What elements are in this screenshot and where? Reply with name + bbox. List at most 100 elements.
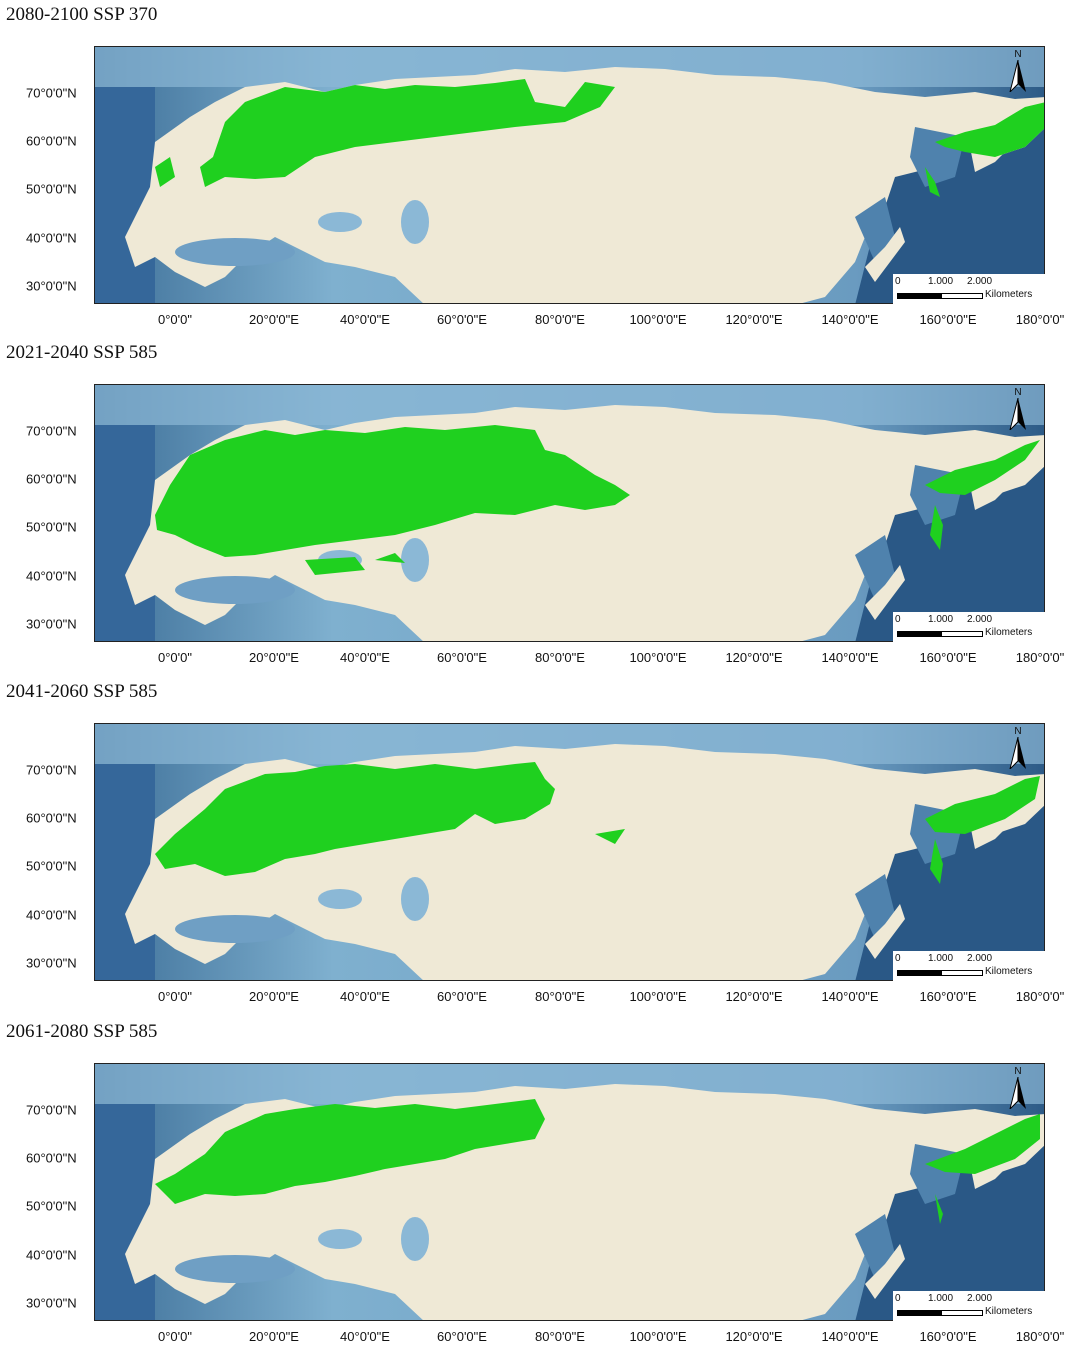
- scale-tick-0: 0: [895, 953, 901, 964]
- eurasia-map: [95, 385, 1044, 641]
- map-frame: [94, 1063, 1045, 1321]
- scale-tick-2: 2.000: [967, 614, 993, 625]
- lon-label: 40°0'0"E: [340, 650, 390, 665]
- lon-label: 160°0'0"E: [919, 650, 977, 665]
- north-letter: N: [1014, 387, 1022, 398]
- lon-label: 0°0'0": [158, 650, 192, 665]
- scale-tick-1: 1.000: [928, 614, 954, 625]
- eurasia-map: [95, 47, 1044, 303]
- japan: [865, 565, 905, 620]
- scale-segment-white: [941, 631, 983, 637]
- caspian-sea: [401, 538, 429, 582]
- sea-of-japan: [855, 1214, 895, 1279]
- lon-label: 80°0'0"E: [535, 1329, 585, 1344]
- lat-label: 30°0'0"N: [26, 955, 77, 971]
- lon-label: 0°0'0": [158, 989, 192, 1004]
- scale-bar: 0 1.000 2.000 Kilometers: [893, 951, 1045, 981]
- north-arrow: N: [1006, 727, 1030, 773]
- lon-label: 120°0'0"E: [725, 1329, 783, 1344]
- scale-segment-black: [897, 631, 941, 637]
- habitat-area: [155, 762, 1040, 884]
- scale-segment-white: [941, 293, 983, 299]
- lat-label: 40°0'0"N: [26, 1247, 77, 1263]
- panel-title: 2021-2040 SSP 585: [6, 342, 158, 363]
- north-arrow-icon: [1009, 397, 1026, 432]
- north-letter: N: [1014, 49, 1022, 60]
- lat-label: 30°0'0"N: [26, 616, 77, 632]
- scale-units: Kilometers: [985, 966, 1033, 977]
- lon-label: 80°0'0"E: [535, 989, 585, 1004]
- lon-label: 20°0'0"E: [249, 650, 299, 665]
- scale-units: Kilometers: [985, 1306, 1033, 1317]
- scale-segment-white: [941, 1310, 983, 1316]
- scale-tick-2: 2.000: [967, 276, 993, 287]
- lon-label: 0°0'0": [158, 1329, 192, 1344]
- caspian-sea: [401, 200, 429, 244]
- lon-label: 140°0'0"E: [821, 312, 879, 327]
- lat-label: 60°0'0"N: [26, 133, 77, 149]
- lon-label: 80°0'0"E: [535, 650, 585, 665]
- lon-label: 120°0'0"E: [725, 650, 783, 665]
- scale-units: Kilometers: [985, 627, 1033, 638]
- scale-tick-0: 0: [895, 1293, 901, 1304]
- scale-bar: 0 1.000 2.000 Kilometers: [893, 1291, 1045, 1321]
- scale-tick-1: 1.000: [928, 953, 954, 964]
- lon-label: 160°0'0"E: [919, 1329, 977, 1344]
- scale-segment-white: [941, 970, 983, 976]
- lon-label: 80°0'0"E: [535, 312, 585, 327]
- lon-label: 100°0'0"E: [629, 312, 687, 327]
- lat-label: 40°0'0"N: [26, 907, 77, 923]
- habitat-area: [155, 425, 1040, 575]
- sea-of-japan: [855, 535, 895, 600]
- lat-label: 70°0'0"N: [26, 762, 77, 778]
- scale-bar: 0 1.000 2.000 Kilometers: [893, 612, 1045, 642]
- japan: [865, 1244, 905, 1299]
- lon-label: 60°0'0"E: [437, 650, 487, 665]
- north-arrow-icon: [1009, 59, 1026, 94]
- north-letter: N: [1014, 726, 1022, 737]
- lat-label: 70°0'0"N: [26, 85, 77, 101]
- lat-label: 30°0'0"N: [26, 1295, 77, 1311]
- lon-label: 60°0'0"E: [437, 312, 487, 327]
- lat-label: 50°0'0"N: [26, 1198, 77, 1214]
- lon-label: 100°0'0"E: [629, 650, 687, 665]
- lon-label: 140°0'0"E: [821, 989, 879, 1004]
- habitat-area: [155, 1099, 1040, 1224]
- panel-title: 2080-2100 SSP 370: [6, 4, 158, 25]
- lon-label: 140°0'0"E: [821, 650, 879, 665]
- lon-label: 180°0'0": [1015, 650, 1065, 665]
- black-sea: [318, 889, 362, 909]
- map-panel-3: 2041-2060 SSP 585: [0, 677, 1084, 1015]
- mediterranean-sea: [175, 915, 295, 943]
- caspian-sea: [401, 877, 429, 921]
- scale-bar: 0 1.000 2.000 Kilometers: [893, 274, 1045, 304]
- north-arrow-icon: [1009, 736, 1026, 771]
- lat-label: 70°0'0"N: [26, 1102, 77, 1118]
- north-arrow: N: [1006, 1067, 1030, 1113]
- japan: [865, 227, 905, 282]
- panel-title: 2061-2080 SSP 585: [6, 1021, 158, 1042]
- lon-label: 20°0'0"E: [249, 989, 299, 1004]
- sea-of-japan: [855, 197, 895, 262]
- lon-label: 140°0'0"E: [821, 1329, 879, 1344]
- scale-tick-2: 2.000: [967, 953, 993, 964]
- map-frame: [94, 46, 1045, 304]
- scale-segment-black: [897, 1310, 941, 1316]
- panel-title: 2041-2060 SSP 585: [6, 681, 158, 702]
- lon-label: 20°0'0"E: [249, 1329, 299, 1344]
- lon-label: 60°0'0"E: [437, 1329, 487, 1344]
- north-letter: N: [1014, 1066, 1022, 1077]
- lon-label: 40°0'0"E: [340, 1329, 390, 1344]
- lon-label: 40°0'0"E: [340, 312, 390, 327]
- black-sea: [318, 212, 362, 232]
- scale-tick-1: 1.000: [928, 1293, 954, 1304]
- lat-label: 30°0'0"N: [26, 278, 77, 294]
- mediterranean-sea: [175, 238, 295, 266]
- scale-tick-0: 0: [895, 614, 901, 625]
- lat-label: 40°0'0"N: [26, 230, 77, 246]
- lat-label: 60°0'0"N: [26, 1150, 77, 1166]
- lon-label: 0°0'0": [158, 312, 192, 327]
- eurasia-map: [95, 1064, 1044, 1320]
- lat-label: 70°0'0"N: [26, 423, 77, 439]
- lon-label: 120°0'0"E: [725, 989, 783, 1004]
